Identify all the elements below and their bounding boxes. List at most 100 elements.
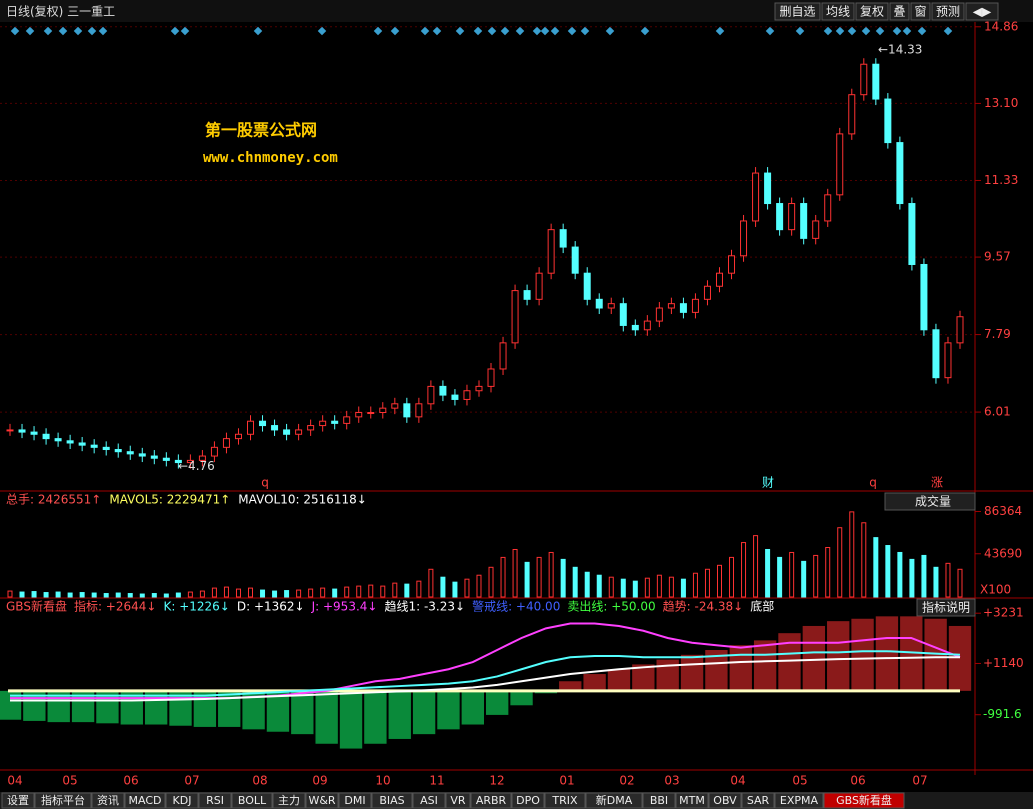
toolbar-button-label[interactable]: 复权 — [860, 5, 884, 19]
indicator-bar — [412, 690, 436, 735]
candle-body — [884, 98, 892, 144]
candle-body — [691, 298, 699, 313]
toolbar-button-label[interactable]: ◀▶ — [973, 5, 992, 19]
toolbar-button[interactable] — [910, 2, 931, 21]
candle-body — [331, 420, 339, 424]
tab-label[interactable]: RSI — [206, 794, 224, 807]
signal-diamond — [487, 26, 497, 36]
toolbar-button-label[interactable]: 预测 — [936, 5, 960, 19]
volume-bar — [512, 548, 518, 598]
x-tick-label: 06 — [123, 774, 138, 788]
tab[interactable] — [124, 792, 166, 809]
y-tick-label: 43690 — [984, 546, 1022, 560]
tab[interactable] — [774, 792, 824, 809]
candle-body — [956, 316, 964, 344]
toolbar-button[interactable] — [855, 2, 889, 21]
tab-label[interactable]: MACD — [129, 794, 162, 807]
toolbar-button-label[interactable]: 叠 — [893, 5, 905, 19]
indicator-help-label[interactable]: 指标说明 — [922, 600, 970, 615]
indicator-bar — [827, 621, 850, 691]
tab[interactable] — [445, 792, 471, 809]
tab-label[interactable]: DMI — [344, 794, 365, 807]
tab[interactable] — [165, 792, 199, 809]
tab-label[interactable]: VR — [450, 794, 466, 807]
event-marker: q — [261, 476, 269, 490]
tab[interactable] — [198, 792, 232, 809]
toolbar-button[interactable] — [965, 2, 999, 21]
tab-label[interactable]: 设置 — [7, 794, 29, 807]
candle-body — [655, 307, 663, 322]
candle-body — [355, 412, 363, 418]
candle-body — [715, 272, 723, 287]
tab-label[interactable]: 主力 — [278, 794, 300, 807]
volume-bar — [452, 581, 458, 598]
tab[interactable] — [371, 792, 413, 809]
tab[interactable] — [231, 792, 273, 809]
toolbar-button[interactable] — [889, 2, 910, 21]
tab[interactable] — [675, 792, 709, 809]
tab-label[interactable]: BBI — [650, 794, 668, 807]
tab-label[interactable]: GBS新看盘 — [836, 793, 892, 807]
tab[interactable] — [585, 792, 643, 809]
indicator-bar — [778, 633, 801, 691]
indicator-header: J: +953.4↓ — [311, 600, 378, 614]
x-tick-label: 11 — [429, 774, 444, 788]
tab[interactable] — [305, 792, 339, 809]
indicator-bar — [875, 616, 899, 691]
tab[interactable] — [1, 792, 35, 809]
indicator-bar — [729, 645, 752, 691]
tab-label[interactable]: DPO — [516, 794, 540, 807]
indicator-bar — [753, 640, 777, 691]
indicator-bar — [851, 618, 874, 691]
tab[interactable] — [511, 792, 545, 809]
tab-label[interactable]: SAR — [747, 794, 770, 807]
tab[interactable] — [642, 792, 676, 809]
tab[interactable] — [272, 792, 306, 809]
tab-label[interactable]: BOLL — [238, 794, 267, 807]
tab-label[interactable]: ASI — [420, 794, 438, 807]
tab[interactable] — [708, 792, 742, 809]
x-tick-label: 02 — [619, 774, 634, 788]
indicator-bar — [266, 690, 290, 732]
volume-bar — [488, 566, 494, 598]
candle-body — [896, 142, 904, 205]
tab-label[interactable]: TRIX — [551, 794, 578, 807]
indicator-line — [10, 622, 961, 700]
tab[interactable] — [338, 792, 372, 809]
tab-label[interactable]: BIAS — [379, 794, 404, 807]
tab[interactable] — [470, 792, 512, 809]
indicator-bar — [924, 618, 947, 691]
toolbar-button-label[interactable]: 删自选 — [779, 5, 815, 19]
tab-label[interactable]: 资讯 — [97, 794, 119, 807]
toolbar-button[interactable] — [774, 2, 821, 21]
tab[interactable] — [412, 792, 446, 809]
volume-bar — [608, 576, 614, 598]
volume-bar — [296, 589, 302, 598]
toolbar-button[interactable] — [821, 2, 855, 21]
volume-bar — [175, 592, 181, 598]
toolbar-button-label[interactable]: 均线 — [826, 5, 850, 19]
tab[interactable] — [544, 792, 586, 809]
indicator-bar — [656, 659, 679, 691]
tab-label[interactable]: ARBR — [476, 794, 507, 807]
indicator-line — [10, 656, 960, 702]
toolbar-button-label[interactable]: 窗 — [914, 5, 926, 19]
tab[interactable] — [34, 792, 92, 809]
tab-label[interactable]: KDJ — [173, 794, 192, 807]
toolbar-button[interactable] — [931, 2, 965, 21]
tab-label[interactable]: 新DMA — [596, 793, 633, 807]
tab[interactable] — [823, 792, 905, 809]
tab[interactable] — [91, 792, 125, 809]
tab-label[interactable]: EXPMA — [780, 794, 819, 807]
volume-bar — [945, 562, 951, 598]
x-tick-label: 04 — [7, 774, 22, 788]
tab[interactable] — [741, 792, 775, 809]
tab-label[interactable]: MTM — [679, 794, 705, 807]
tab-label[interactable]: W&R — [308, 794, 335, 807]
indicator-selector-label[interactable]: 成交量 — [915, 494, 951, 509]
indicator-header: 趋势: -24.38↓ — [663, 600, 744, 614]
tab-label[interactable]: OBV — [713, 794, 737, 807]
tab-label[interactable]: 指标平台 — [41, 793, 85, 807]
indicator-selector[interactable] — [884, 492, 976, 511]
indicator-help-button[interactable] — [916, 598, 976, 617]
